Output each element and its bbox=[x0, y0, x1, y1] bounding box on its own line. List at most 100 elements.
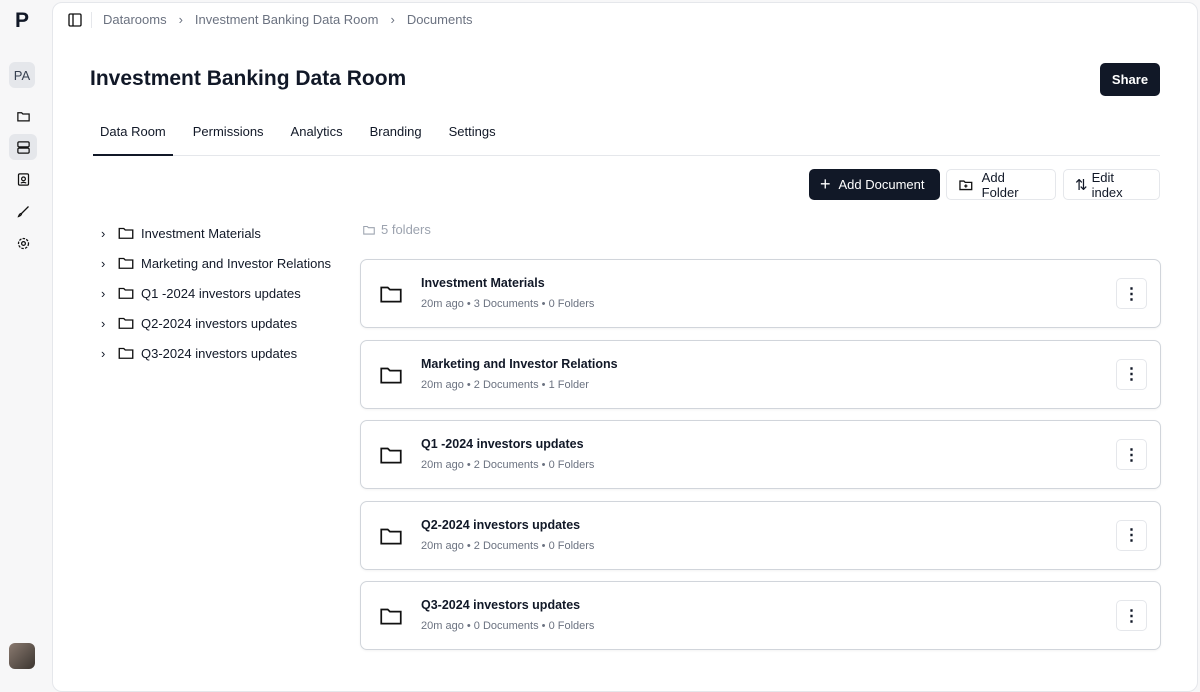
add-document-label: Add Document bbox=[838, 177, 925, 192]
folder-icon bbox=[380, 608, 402, 625]
tab-permissions[interactable]: Permissions bbox=[192, 124, 264, 139]
logo: P bbox=[15, 9, 30, 32]
tree-item[interactable]: › Q1 -2024 investors updates bbox=[101, 278, 331, 308]
more-vertical-icon: ⋮ bbox=[1123, 285, 1140, 303]
folder-name[interactable]: Marketing and Investor Relations bbox=[421, 356, 618, 371]
folder-icon bbox=[380, 286, 402, 303]
folder-subfolders: 0 Folders bbox=[548, 620, 595, 632]
more-vertical-icon: ⋮ bbox=[1123, 366, 1140, 383]
folder-subfolders: 0 Folders bbox=[548, 539, 595, 552]
folder-subfolders: 1 Folder bbox=[548, 378, 589, 391]
tree-item-label: Investment Materials bbox=[141, 225, 261, 241]
chevron-right-icon[interactable]: › bbox=[101, 225, 106, 241]
documents-nav[interactable] bbox=[9, 103, 37, 129]
breadcrumb-datarooms[interactable]: Datarooms bbox=[103, 12, 167, 27]
folder-time: 20m ago bbox=[421, 378, 464, 391]
edit-index-button[interactable]: ⇅ Edit index bbox=[1063, 169, 1160, 200]
folder-docs: 2 Documents bbox=[473, 539, 539, 552]
add-folder-label: Add Folder bbox=[981, 169, 1019, 200]
tree-item-label: Q3-2024 investors updates bbox=[141, 345, 298, 361]
main-panel: Datarooms › Investment Banking Data Room ›… bbox=[52, 2, 1198, 692]
share-button[interactable]: Share bbox=[1100, 63, 1160, 96]
plus-icon: + bbox=[820, 174, 831, 194]
folder-time: 20m ago bbox=[421, 459, 464, 471]
folder-subfolders: 0 Folders bbox=[548, 459, 595, 471]
folder-count-label: 5 folders bbox=[381, 222, 431, 237]
sort-arrows-icon: ⇅ bbox=[1075, 176, 1088, 194]
add-document-button[interactable]: + Add Document bbox=[809, 169, 940, 200]
folder-meta: 20m ago • 2 Documents • 0 Folders bbox=[421, 539, 595, 552]
more-options-button[interactable]: ⋮ bbox=[1116, 439, 1147, 470]
folder-icon bbox=[16, 111, 30, 121]
divider bbox=[91, 11, 92, 28]
folder-name[interactable]: Q2-2024 investors updates bbox=[421, 517, 581, 532]
more-options-button[interactable]: ⋮ bbox=[1116, 278, 1147, 309]
folder-card[interactable]: Q2-2024 investors updates 20m ago • 2 Doc… bbox=[360, 500, 1161, 570]
folder-time: 20m ago bbox=[421, 620, 464, 632]
branding-nav[interactable] bbox=[9, 198, 37, 224]
tree-item[interactable]: › Q2-2024 investors updates bbox=[101, 308, 331, 338]
folder-icon bbox=[380, 447, 402, 464]
folder-icon bbox=[118, 227, 134, 239]
chevron-right-icon[interactable]: › bbox=[101, 315, 106, 331]
folder-icon bbox=[118, 287, 134, 299]
folder-icon bbox=[118, 317, 134, 329]
folder-meta: 20m ago • 3 Documents • 0 Folders bbox=[421, 298, 595, 310]
folder-docs: 2 Documents bbox=[473, 378, 539, 391]
folder-docs: 3 Documents bbox=[473, 298, 539, 310]
folder-name[interactable]: Q3-2024 investors updates bbox=[421, 598, 581, 612]
tabs: Data Room Permissions Analytics Branding… bbox=[93, 115, 1160, 156]
folder-icon bbox=[363, 225, 375, 235]
breadcrumb-documents[interactable]: Documents bbox=[406, 12, 473, 27]
tree-item[interactable]: › Q3-2024 investors updates bbox=[101, 338, 331, 368]
tree-item-label: Marketing and Investor Relations bbox=[141, 255, 332, 271]
folder-docs: 0 Documents bbox=[473, 620, 539, 632]
team-avatar[interactable]: PA bbox=[9, 62, 35, 88]
folder-docs: 2 Documents bbox=[473, 459, 539, 471]
folder-tree: › Investment Materials › Marketing and Inve… bbox=[101, 218, 331, 368]
more-options-button[interactable]: ⋮ bbox=[1116, 358, 1147, 390]
user-avatar[interactable] bbox=[9, 643, 35, 669]
folder-icon bbox=[118, 257, 134, 269]
gear-icon bbox=[17, 237, 29, 249]
folder-meta: 20m ago • 2 Documents • 0 Folders bbox=[421, 459, 595, 471]
tab-analytics[interactable]: Analytics bbox=[290, 124, 343, 139]
folder-icon bbox=[118, 347, 134, 359]
tree-item-label: Q1 -2024 investors updates bbox=[141, 285, 301, 301]
more-vertical-icon: ⋮ bbox=[1123, 607, 1140, 625]
folder-card[interactable]: Marketing and Investor Relations 20m ago … bbox=[360, 339, 1161, 409]
folder-time: 20m ago bbox=[421, 298, 464, 310]
chevron-right-icon[interactable]: › bbox=[101, 255, 106, 271]
tab-branding[interactable]: Branding bbox=[369, 124, 422, 139]
sidebar-toggle-icon[interactable] bbox=[67, 12, 83, 28]
breadcrumb-dataroom[interactable]: Investment Banking Data Room bbox=[194, 12, 379, 27]
chevron-right-icon: › bbox=[390, 12, 395, 27]
edit-index-label: Edit index bbox=[1091, 169, 1123, 200]
tab-data-room[interactable]: Data Room bbox=[93, 115, 173, 156]
more-options-button[interactable]: ⋮ bbox=[1116, 600, 1147, 631]
folder-icon bbox=[380, 528, 402, 544]
folder-name[interactable]: Investment Materials bbox=[421, 276, 545, 290]
tree-item[interactable]: › Marketing and Investor Relations bbox=[101, 248, 331, 278]
chevron-right-icon[interactable]: › bbox=[101, 285, 106, 301]
contacts-nav[interactable] bbox=[9, 166, 37, 192]
more-vertical-icon: ⋮ bbox=[1123, 527, 1140, 544]
folder-name[interactable]: Q1 -2024 investors updates bbox=[421, 437, 584, 451]
more-options-button[interactable]: ⋮ bbox=[1116, 519, 1147, 551]
settings-nav[interactable] bbox=[9, 230, 37, 256]
tree-item[interactable]: › Investment Materials bbox=[101, 218, 331, 248]
chevron-right-icon[interactable]: › bbox=[101, 345, 106, 361]
page-title: Investment Banking Data Room bbox=[90, 67, 407, 90]
tab-settings[interactable]: Settings bbox=[448, 124, 496, 139]
datarooms-nav[interactable] bbox=[9, 134, 37, 160]
chevron-right-icon: › bbox=[178, 12, 183, 27]
add-folder-button[interactable]: Add Folder bbox=[946, 169, 1056, 200]
folder-icon bbox=[380, 367, 402, 383]
folder-count: 5 folders bbox=[361, 222, 431, 237]
folder-meta: 20m ago • 0 Documents • 0 Folders bbox=[421, 620, 595, 632]
folder-card[interactable]: Investment Materials 20m ago • 3 Document… bbox=[360, 259, 1161, 328]
folder-card[interactable]: Q3-2024 investors updates 20m ago • 0 Doc… bbox=[360, 581, 1161, 650]
server-icon bbox=[16, 140, 30, 154]
folder-card[interactable]: Q1 -2024 investors updates 20m ago • 2 Do… bbox=[360, 420, 1161, 489]
contact-icon bbox=[17, 172, 29, 186]
